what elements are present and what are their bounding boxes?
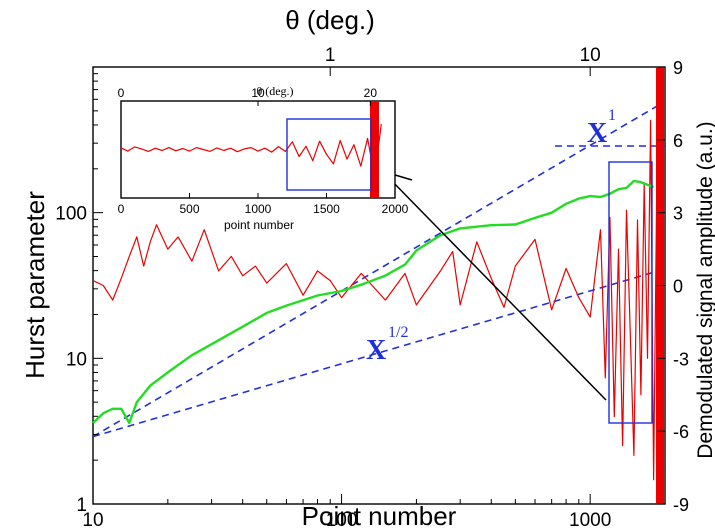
inset-signal-line <box>120 123 382 178</box>
inset-x-tick-label: 500 <box>179 202 199 216</box>
annotation-x1-exponent: 1 <box>608 107 616 124</box>
y-tick-label: 1 <box>76 495 87 516</box>
fit-x-power-half-line <box>92 269 660 438</box>
y-tick-label: 10 <box>66 349 87 370</box>
inset-x-tick-label: 2000 <box>382 202 409 216</box>
zoom-box-main <box>608 161 653 424</box>
annotation-x1-base: X <box>587 118 607 149</box>
fit-x-power-1-line <box>92 104 660 438</box>
inset-top-tick-label: 0 <box>118 86 125 100</box>
x-axis-title: Point number <box>302 501 457 529</box>
fit-lines-group <box>92 104 665 438</box>
top-axis-title: θ (deg.) <box>285 5 375 35</box>
top-tick-label: 10 <box>580 45 601 66</box>
right-tick-label: 6 <box>673 131 683 151</box>
inset-x-axis-title: point number <box>224 218 294 232</box>
right-axis-title: Demodulated signal amplitude (a.u.) <box>694 121 715 458</box>
right-tick-label: 3 <box>673 204 683 224</box>
x-tick-label: 10 <box>82 510 103 529</box>
inset-chart: 0 500 1000 1500 2000 0 10 20 θ (deg.) point num… <box>118 84 409 232</box>
inset-zoom-box <box>286 118 372 191</box>
x-tick-label: 100 <box>326 510 358 529</box>
inset-axes-group: 0 500 1000 1500 2000 0 10 20 <box>118 86 409 216</box>
inset-frame <box>120 100 396 199</box>
right-tick-label: -9 <box>673 495 689 515</box>
inset-series-group <box>120 123 382 178</box>
inset-x-tick-label: 1500 <box>313 202 340 216</box>
hurst-series-group <box>92 179 654 425</box>
top-tick-label: 1 <box>325 45 336 66</box>
right-tick-label: -6 <box>673 422 689 442</box>
annotation-xhalf-exponent: 1/2 <box>388 324 408 341</box>
hurst-parameter-line <box>92 179 654 425</box>
inset-top-tick-label: 20 <box>364 86 378 100</box>
inset-top-axis-title: θ (deg.) <box>256 84 293 98</box>
annotation-x-power-half: X 1/2 <box>366 324 408 366</box>
annotation-xhalf-base: X <box>366 335 386 366</box>
demodulated-signal-line <box>92 119 661 481</box>
right-tick-label: 0 <box>673 277 683 297</box>
inset-x-tick-label: 1000 <box>245 202 272 216</box>
y-tick-label: 100 <box>55 204 87 225</box>
annotation-x-power-1: X 1 <box>587 107 616 149</box>
inset-x-tick-label: 0 <box>118 202 125 216</box>
inset-top-tick-label: 10 <box>251 86 265 100</box>
right-tick-label: 9 <box>673 58 683 78</box>
x-tick-label: 1000 <box>569 510 611 529</box>
right-tick-label: -3 <box>673 349 689 369</box>
inset-dense-signal <box>370 101 379 198</box>
signal-series-group <box>92 119 661 481</box>
y-axis-title: Hurst parameter <box>20 191 50 379</box>
